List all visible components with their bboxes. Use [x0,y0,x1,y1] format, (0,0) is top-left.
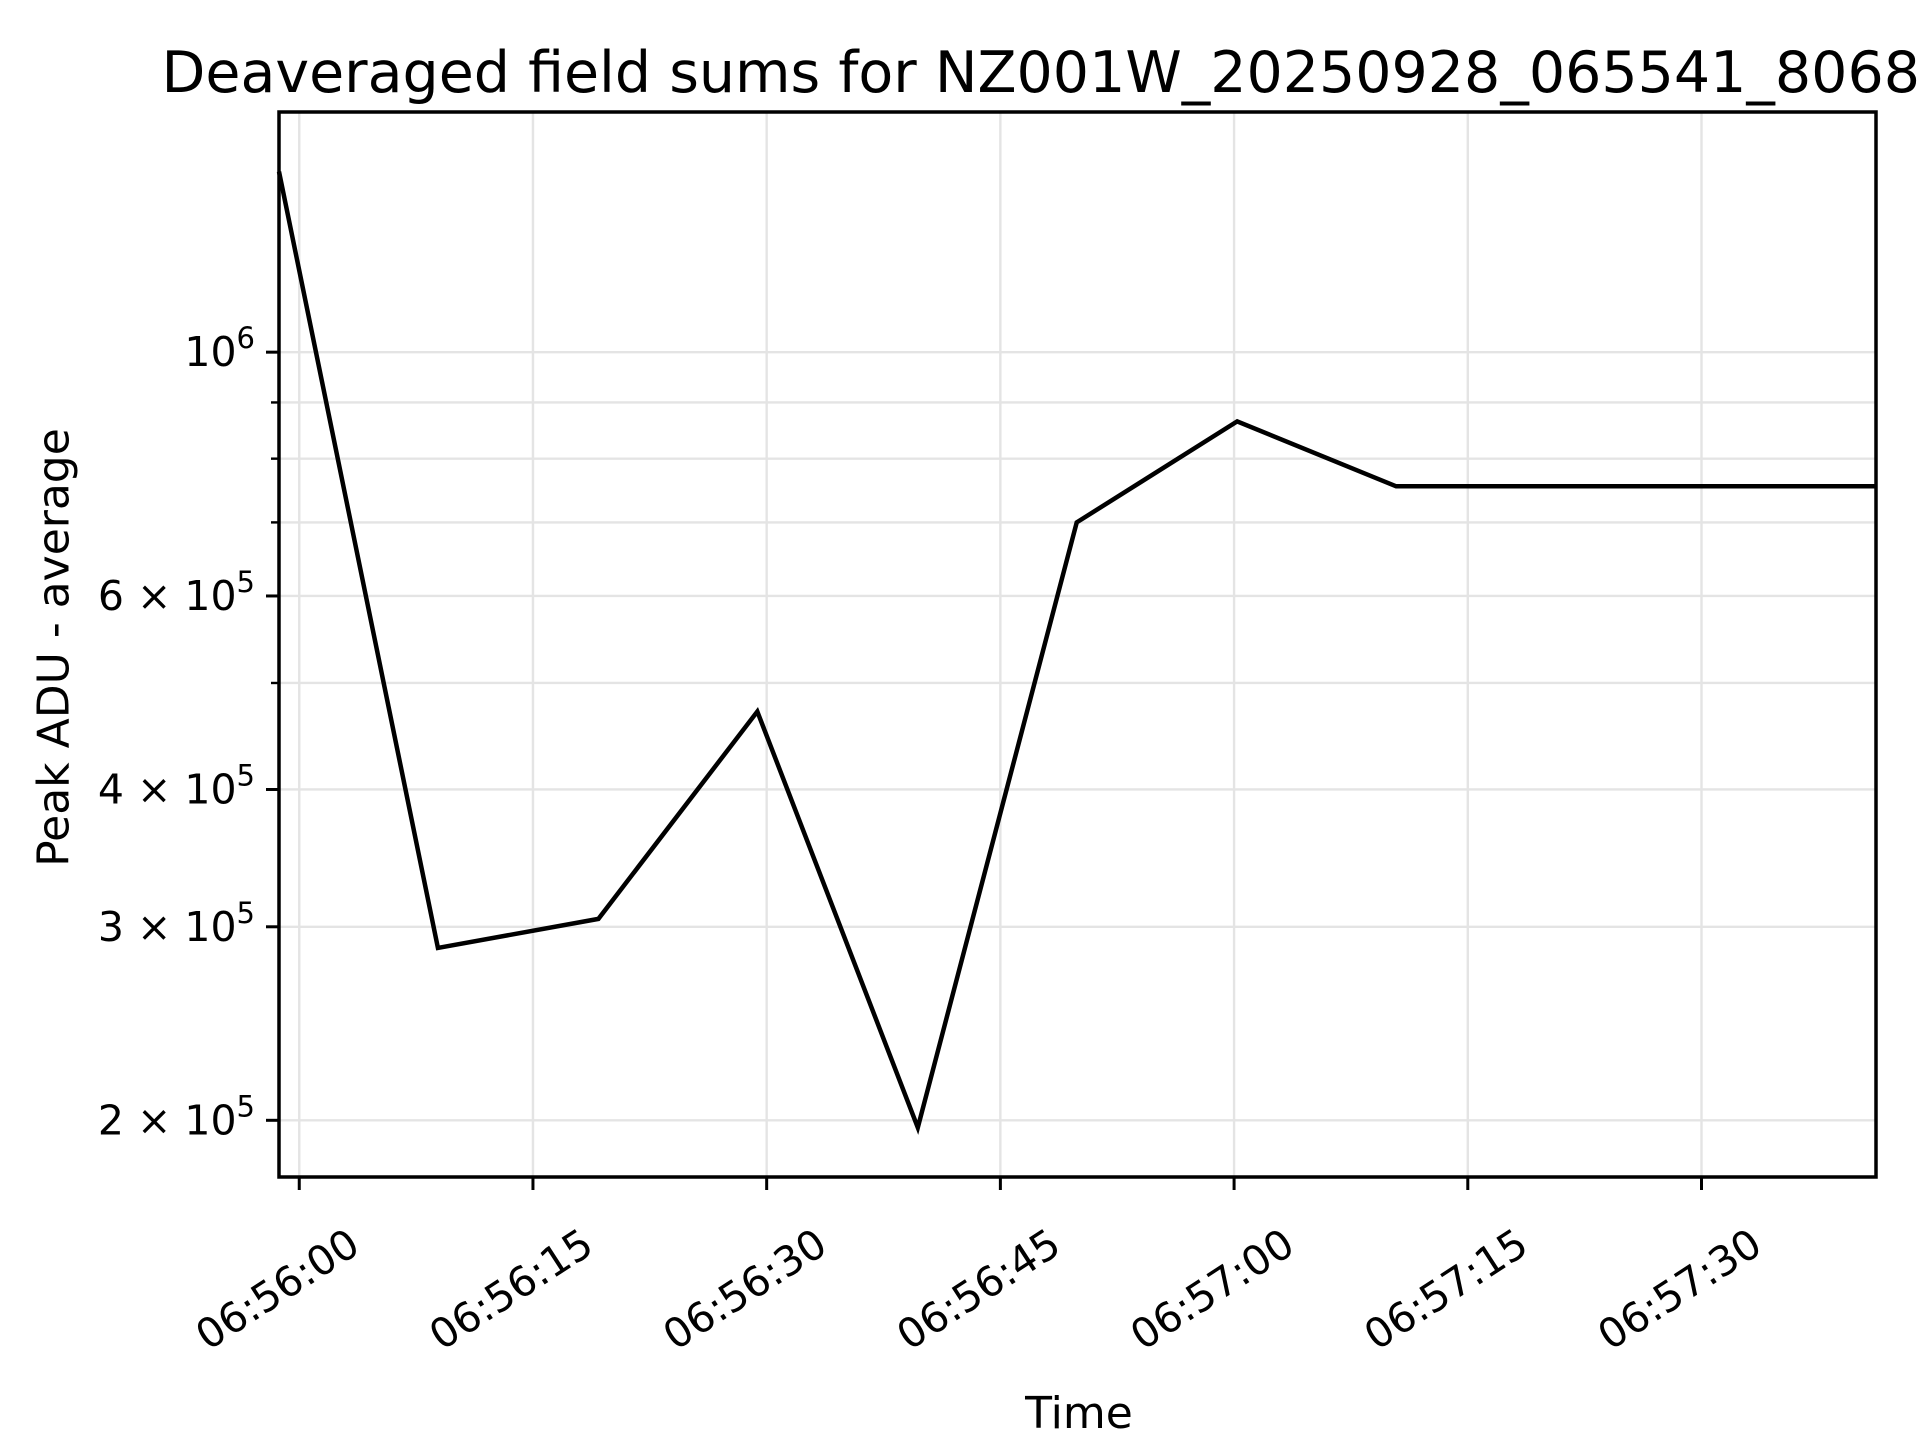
chart-title: Deaveraged field sums for NZ001W_2025092… [161,40,1920,106]
x-tick-label: 06:56:30 [655,1219,836,1360]
y-tick-label: 4 × 105 [98,758,255,813]
y-tick-label: 2 × 105 [98,1089,255,1144]
x-tick-label: 06:56:00 [187,1219,368,1360]
x-tick-label: 06:57:00 [1122,1219,1303,1360]
x-axis-title: Time [1025,1388,1133,1439]
y-tick-label: 106 [184,321,255,376]
x-tick-label: 06:57:30 [1589,1219,1770,1360]
x-tick-label: 06:56:45 [888,1219,1069,1360]
y-tick-label: 3 × 105 [98,896,255,951]
y-tick-label: 6 × 105 [98,565,255,620]
x-tick-label: 06:57:15 [1356,1219,1537,1360]
plot-border [277,110,1878,1179]
data-line-field-sum [276,171,1876,1135]
x-tick-label: 06:56:15 [421,1219,602,1360]
